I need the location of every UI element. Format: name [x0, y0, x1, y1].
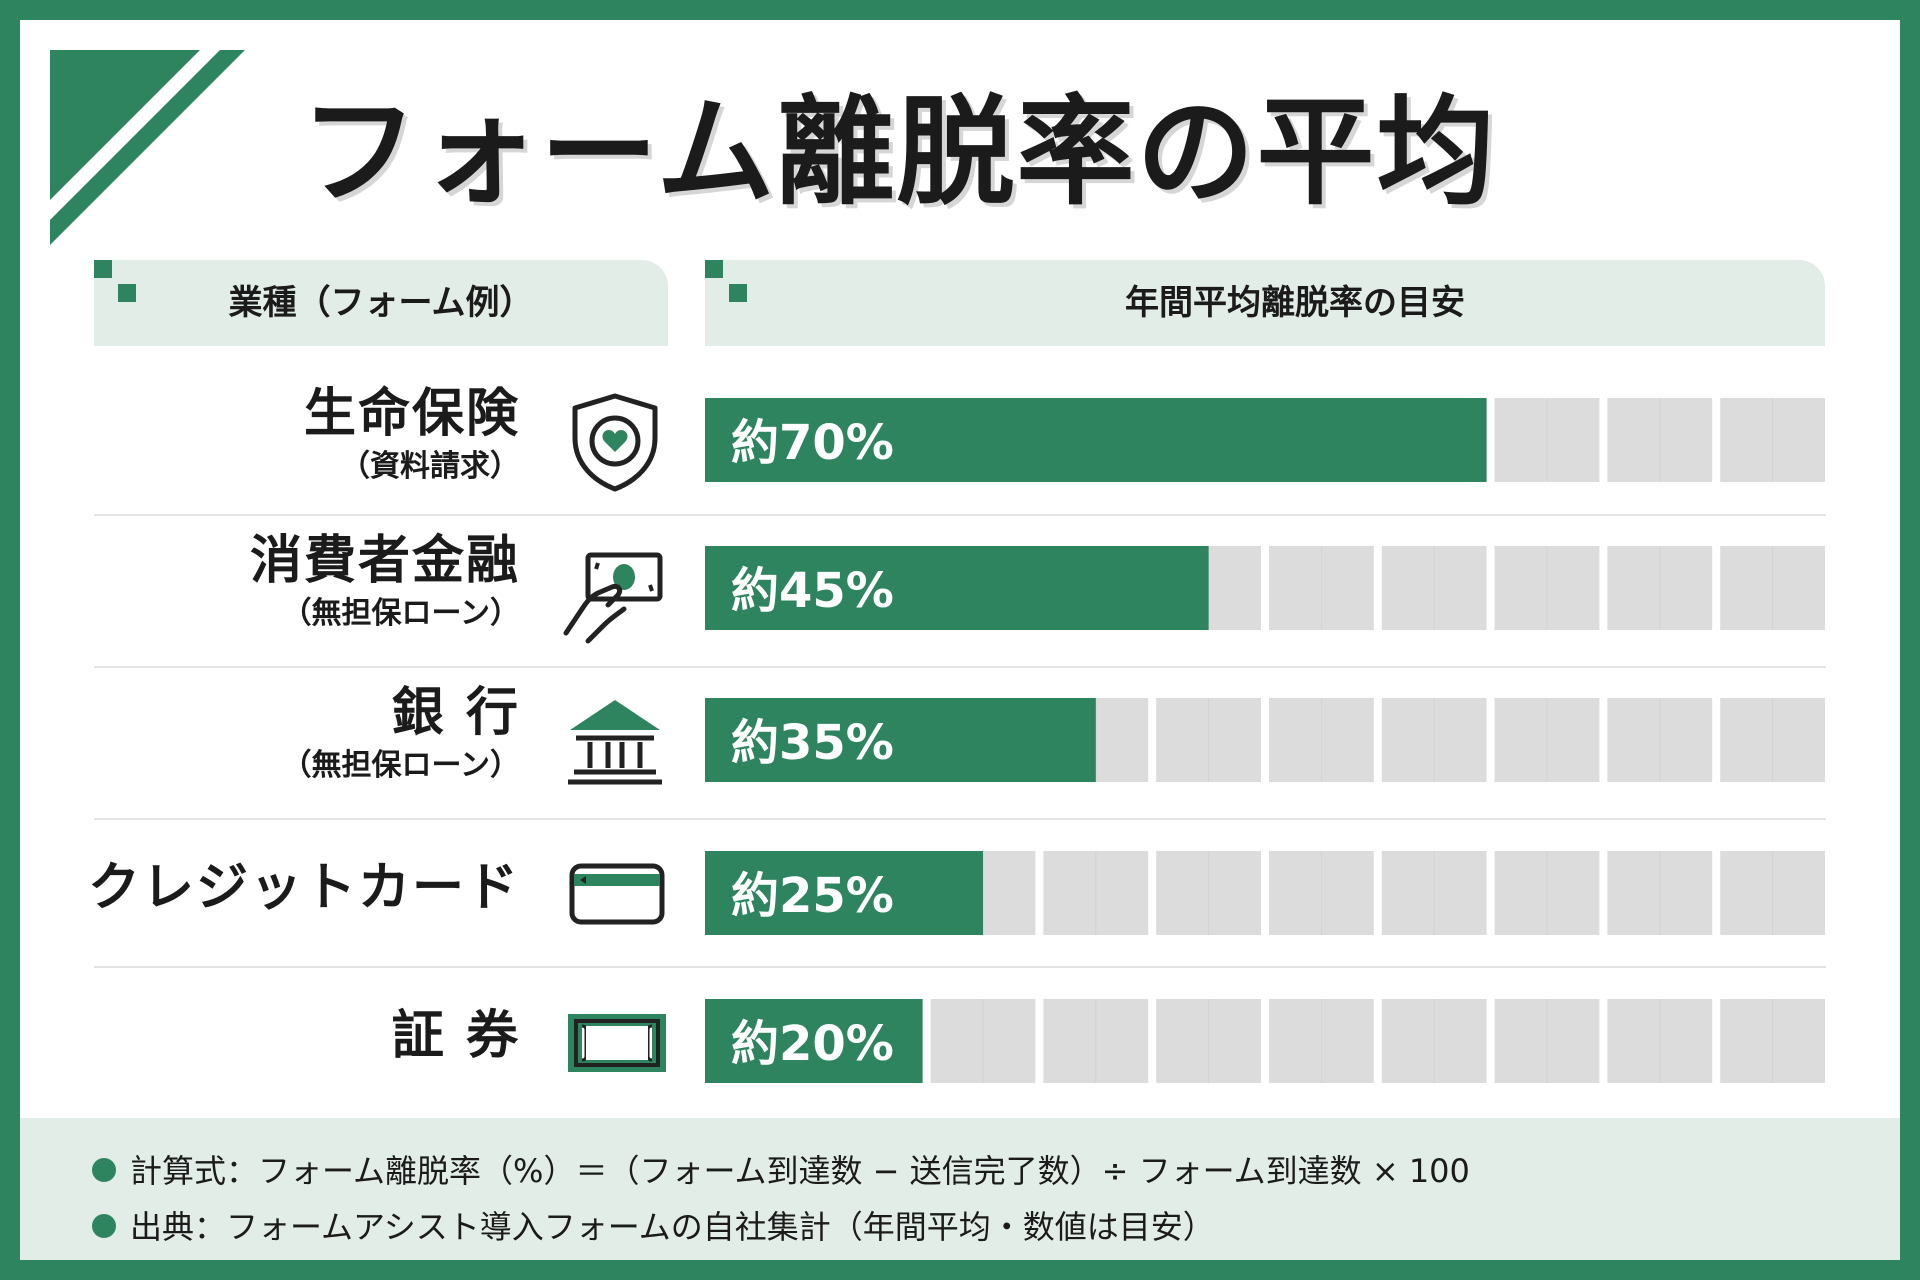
row-title-sub: （無担保ローン） [281, 748, 521, 784]
row-title-main: 銀 行 [391, 683, 520, 743]
row-title-sub: （無担保ローン） [281, 596, 521, 632]
bar-value-label: 約25% [731, 868, 894, 924]
row-separator [94, 666, 1826, 668]
hand-cash-icon [563, 552, 663, 644]
note-formula: 計算式：フォーム離脱率（%）＝（フォーム到達数 − 送信完了数）÷ フォーム到達… [92, 1146, 1470, 1192]
bar-value-fill [705, 546, 1209, 630]
row-separator [94, 966, 1826, 968]
bar-value-fill [705, 698, 1096, 782]
bar-value-label: 約70% [731, 415, 894, 471]
header-deco-square [118, 284, 136, 302]
row-title-bank: 銀 行 （無担保ローン） [282, 682, 521, 784]
bar-value-fill [705, 999, 923, 1083]
header-deco-square [705, 260, 723, 278]
bullet-dot [92, 1158, 116, 1182]
bar-svg [705, 546, 1825, 630]
row-title-sub: （資料請求） [340, 449, 520, 485]
page-title: フォーム離脱率の平均 [300, 83, 1497, 221]
bar-value-fill [705, 851, 983, 935]
bar-value-label: 約45% [731, 563, 894, 619]
row-title-life-insurance: 生命保険 （資料請求） [304, 383, 520, 485]
industry-header-label: 業種（フォーム例） [228, 283, 534, 323]
bar-svg [705, 851, 1825, 935]
row-title-credit-card: クレジットカード [88, 857, 520, 919]
shield-heart-icon [572, 393, 658, 492]
row-title-main: 証 券 [391, 1006, 520, 1066]
bar-svg [705, 698, 1825, 782]
bar-value-label: 約20% [731, 1016, 894, 1072]
header-deco-square [729, 284, 747, 302]
row-title-consumer-finance: 消費者金融 （無担保ローン） [250, 530, 520, 632]
header-deco-square [94, 260, 112, 278]
bar-row: 約25% [705, 851, 1825, 935]
corner-stripe-decoration [50, 50, 245, 245]
bar-value-fill [705, 398, 1487, 482]
bar-row: 約45% [705, 546, 1825, 630]
row-separator [94, 514, 1826, 516]
bar-row: 約70% [705, 398, 1825, 482]
note-formula-text: 計算式：フォーム離脱率（%）＝（フォーム到達数 − 送信完了数）÷ フォーム到達… [130, 1152, 1470, 1190]
row-title-main: クレジットカード [87, 858, 520, 918]
bank-icon [568, 700, 662, 785]
industry-header: 業種（フォーム例） [94, 260, 668, 346]
bar-row: 約20% [705, 999, 1825, 1083]
footer-notes: 計算式：フォーム離脱率（%）＝（フォーム到達数 − 送信完了数）÷ フォーム到達… [20, 1118, 1900, 1260]
note-source-text: 出典：フォームアシスト導入フォームの自社集計（年間平均・数値は目安） [130, 1208, 1215, 1246]
bar-svg [705, 398, 1825, 482]
credit-card-icon [569, 863, 665, 925]
note-source: 出典：フォームアシスト導入フォームの自社集計（年間平均・数値は目安） [92, 1202, 1215, 1248]
bar-row: 約35% [705, 698, 1825, 782]
row-title-main: 消費者金融 [249, 531, 520, 591]
certificate-icon [568, 1014, 666, 1072]
row-separator [94, 818, 1826, 820]
rate-header-label: 年間平均離脱率の目安 [1125, 283, 1465, 323]
rate-header: 年間平均離脱率の目安 [705, 260, 1825, 346]
bullet-dot [92, 1214, 116, 1238]
row-title-main: 生命保険 [303, 384, 520, 444]
bar-value-label: 約35% [731, 715, 894, 771]
bar-svg [705, 999, 1825, 1083]
row-title-securities: 証 券 [392, 1005, 520, 1067]
